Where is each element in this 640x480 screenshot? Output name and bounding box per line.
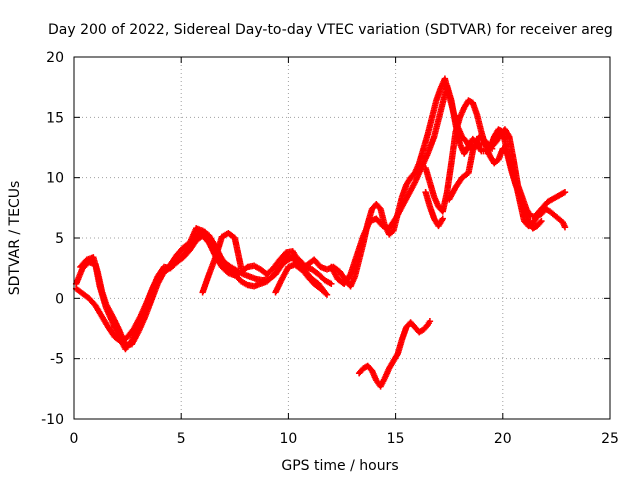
- y-tick-label: 15: [46, 110, 64, 126]
- x-axis-label: GPS time / hours: [281, 458, 398, 474]
- x-tick-label: 5: [177, 431, 186, 447]
- y-axis-label: SDTVAR / TECUs: [7, 181, 23, 296]
- data-point: [537, 219, 544, 226]
- data-point: [561, 223, 569, 231]
- series-track-4: [199, 229, 245, 296]
- axis-ticks: 0 5 10 15 20 25 -10 -5 0 5 10 15 20: [41, 50, 619, 447]
- y-tick-label: -10: [41, 412, 64, 428]
- y-tick-label: 0: [55, 291, 64, 307]
- y-tick-label: 20: [46, 50, 64, 66]
- data-point: [439, 215, 446, 222]
- series-track-9: [446, 133, 496, 203]
- series-track-8: [422, 188, 446, 230]
- data-point: [328, 280, 335, 288]
- x-tick-label: 0: [70, 431, 79, 447]
- series-track-2: [72, 228, 331, 345]
- y-tick-label: 5: [55, 231, 64, 247]
- data-point: [538, 217, 545, 225]
- data-markers: [72, 75, 569, 390]
- x-tick-label: 20: [494, 431, 512, 447]
- x-tick-label: 25: [601, 431, 619, 447]
- series-track-3: [77, 225, 335, 349]
- data-point: [323, 291, 331, 298]
- series-track-10: [355, 318, 434, 390]
- data-point: [238, 264, 245, 272]
- y-tick-label: 10: [46, 171, 64, 187]
- data-point: [322, 290, 329, 297]
- data-point: [487, 144, 495, 151]
- data-point: [488, 145, 496, 152]
- series-track-5: [272, 75, 569, 296]
- x-tick-label: 15: [387, 431, 405, 447]
- y-tick-label: -5: [50, 352, 64, 368]
- x-tick-label: 10: [279, 431, 297, 447]
- chart-title: Day 200 of 2022, Sidereal Day-to-day VTE…: [48, 22, 613, 38]
- data-point: [426, 318, 434, 325]
- grid: [74, 57, 610, 419]
- series-track-7: [422, 97, 545, 232]
- data-point: [561, 188, 569, 196]
